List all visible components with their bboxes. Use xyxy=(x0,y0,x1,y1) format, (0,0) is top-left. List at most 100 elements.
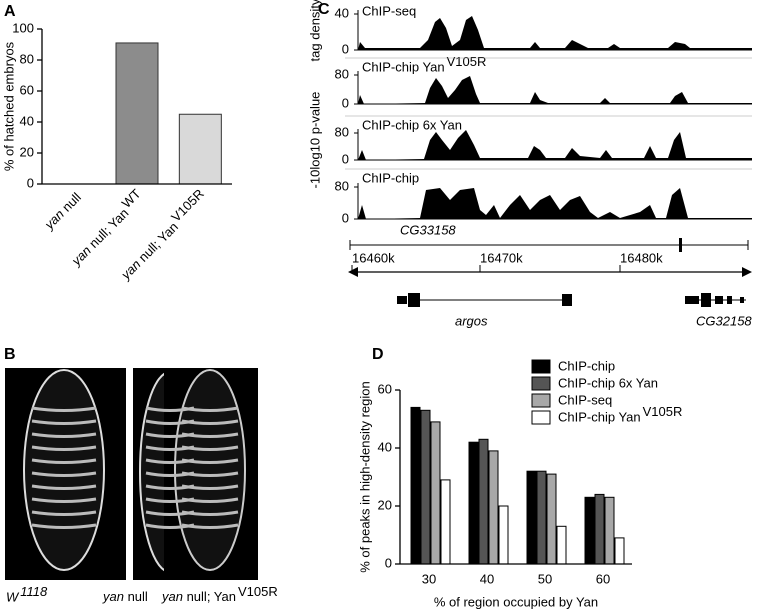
y-tick-label: 80 xyxy=(20,51,34,66)
legend-label: ChIP-seq xyxy=(558,392,612,407)
track-name-group: ChIP-chip xyxy=(362,170,419,185)
y-tick-label: 80 xyxy=(335,178,349,193)
x-tick-label: 60 xyxy=(596,571,610,586)
y-tick-label: 40 xyxy=(335,5,349,20)
stripe xyxy=(31,445,97,451)
coordinate-label: 16470k xyxy=(480,250,523,265)
y-tick-label: 60 xyxy=(20,82,34,97)
track-name: ChIP-seq xyxy=(362,3,416,18)
legend-label: ChIP-chip 6x Yan xyxy=(558,375,658,390)
exon xyxy=(397,296,407,304)
legend-label-group: ChIP-seq xyxy=(558,392,612,407)
axis-label: -10log10 p-value xyxy=(307,92,322,189)
y-tick-label: 0 xyxy=(342,95,349,110)
y-tick-label: 40 xyxy=(20,113,34,128)
image-caption-group: W 1118 xyxy=(6,584,48,605)
y-tick-label: 80 xyxy=(335,66,349,81)
legend-swatch xyxy=(531,359,551,374)
stripe xyxy=(31,471,97,477)
stripe xyxy=(181,523,239,529)
x-tick-label-group: yan null xyxy=(41,190,84,233)
x-tick-label: yan null xyxy=(41,190,84,233)
y-tick-label: 0 xyxy=(385,555,392,570)
bar xyxy=(468,441,479,565)
legend-swatch xyxy=(531,376,551,391)
stripe xyxy=(31,458,97,464)
genome-browser xyxy=(348,16,752,307)
stripe xyxy=(31,484,97,490)
y-axis-label: % of hatched embryos xyxy=(1,41,16,171)
coordinate-label: 16460k xyxy=(352,250,395,265)
exon xyxy=(740,297,744,303)
y-tick-label: 60 xyxy=(378,381,392,396)
legend-label-group: ChIP-chip Yan V105R xyxy=(558,404,682,424)
legend-label-superscript: V105R xyxy=(643,404,683,419)
bar xyxy=(556,525,567,565)
signal-track xyxy=(358,16,752,50)
panel-label: C xyxy=(318,1,330,18)
signal-track xyxy=(358,76,752,104)
y-tick-label: 0 xyxy=(342,41,349,56)
stripe xyxy=(31,497,97,503)
axis-label: tag density xyxy=(307,0,322,61)
stripe xyxy=(31,432,97,438)
image-caption-superscript: V105R xyxy=(238,584,278,599)
bar xyxy=(498,505,509,565)
bar xyxy=(440,479,451,565)
x-tick-label: yan null; Yan xyxy=(68,206,132,270)
bar xyxy=(178,113,222,185)
stripe xyxy=(31,510,97,516)
y-axis-label: % of peaks in high-density region xyxy=(357,381,372,573)
y-tick-label: 20 xyxy=(20,144,34,159)
signal-track xyxy=(358,188,752,219)
bar xyxy=(410,406,421,565)
panel-label: D xyxy=(372,346,384,363)
panel-label: B xyxy=(4,346,16,363)
image-caption: W xyxy=(6,589,20,604)
stripe xyxy=(181,471,239,477)
stripe xyxy=(181,510,239,516)
exon xyxy=(562,294,572,306)
stripe xyxy=(181,458,239,464)
track-name-superscript: V105R xyxy=(447,54,487,69)
stripe xyxy=(31,523,97,529)
bar xyxy=(488,450,499,565)
coordinate-label: 16480k xyxy=(620,250,663,265)
bar xyxy=(115,42,159,185)
bar xyxy=(420,409,431,565)
bar xyxy=(604,496,615,565)
exon xyxy=(408,293,420,307)
y-tick-label: 20 xyxy=(378,497,392,512)
embryo xyxy=(23,369,105,571)
embryo-images xyxy=(5,368,258,580)
image-caption-group: yan null; Yan V105R xyxy=(161,584,278,605)
bar xyxy=(594,493,605,565)
stripe xyxy=(181,406,239,412)
x-tick-label-superscript: V105R xyxy=(168,186,207,225)
track-name-group: ChIP-chip Yan V105R xyxy=(362,54,486,75)
track-name: ChIP-chip xyxy=(362,170,419,185)
stripe xyxy=(181,497,239,503)
image-caption-group: yan null xyxy=(102,589,148,604)
legend-swatch xyxy=(531,393,551,408)
track-name: ChIP-chip Yan xyxy=(362,59,445,74)
stripe xyxy=(31,419,97,425)
x-tick-label: 30 xyxy=(422,571,436,586)
track-name-group: ChIP-chip 6x Yan xyxy=(362,117,462,132)
image-caption-superscript: 1118 xyxy=(20,584,48,599)
signal-track xyxy=(358,130,752,160)
y-tick-label: 0 xyxy=(27,175,34,190)
x-tick-label: 40 xyxy=(480,571,494,586)
stripe xyxy=(31,406,97,412)
bar xyxy=(526,470,537,565)
bar xyxy=(536,470,547,565)
x-axis-label: % of region occupied by Yan xyxy=(434,594,598,609)
legend-label: ChIP-chip xyxy=(558,358,615,373)
segment-stripes xyxy=(31,406,239,529)
image-caption: yan null; Yan xyxy=(161,589,236,604)
x-tick-label: 50 xyxy=(538,571,552,586)
panel-label: A xyxy=(4,3,16,20)
y-tick-label: 0 xyxy=(342,210,349,225)
y-tick-label: 40 xyxy=(378,439,392,454)
